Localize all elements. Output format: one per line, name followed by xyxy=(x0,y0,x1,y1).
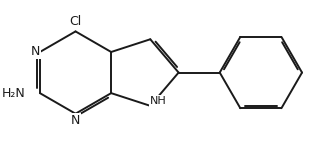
Text: NH: NH xyxy=(150,96,167,106)
Text: N: N xyxy=(31,46,40,59)
Text: H₂N: H₂N xyxy=(2,87,25,100)
Text: Cl: Cl xyxy=(69,15,82,28)
Text: N: N xyxy=(71,114,80,127)
